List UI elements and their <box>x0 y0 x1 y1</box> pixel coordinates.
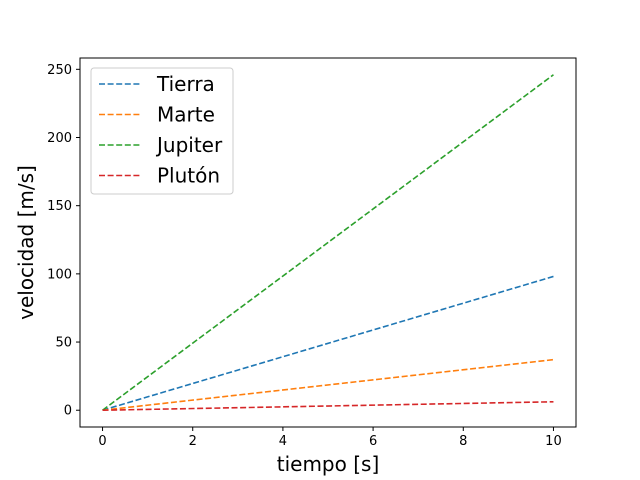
legend-label-0: Tierra <box>156 72 215 96</box>
series-line-3 <box>102 400 554 412</box>
legend-box <box>90 67 234 195</box>
y-tick-label: 250 <box>47 63 72 78</box>
legend-label-2: Jupiter <box>155 133 223 157</box>
x-tick-label: 4 <box>279 434 287 449</box>
series-line-1 <box>102 358 554 412</box>
y-tick-label: 150 <box>47 199 72 214</box>
x-tick-label: 0 <box>98 434 106 449</box>
series-lines <box>102 74 554 412</box>
plot-frame <box>79 57 577 428</box>
x-axis-title: tiempo [s] <box>277 452 380 476</box>
x-tick-label: 2 <box>189 434 197 449</box>
legend-label-3: Plutón <box>157 164 220 188</box>
legend-label-1: Marte <box>157 103 215 127</box>
x-tick-label: 10 <box>545 434 562 449</box>
y-tick-label: 50 <box>55 336 72 351</box>
y-axis: 0 50 100 150 200 250 <box>47 63 80 419</box>
series-line-2 <box>102 74 554 411</box>
y-axis-title: velocidad [m/s] <box>14 165 38 320</box>
x-axis: 0 2 4 6 8 10 <box>98 427 562 449</box>
x-tick-label: 6 <box>369 434 377 449</box>
legend: Tierra Marte Jupiter Plutón <box>90 67 234 195</box>
y-tick-label: 0 <box>64 404 72 419</box>
series-line-0 <box>102 275 554 411</box>
y-tick-label: 100 <box>47 267 72 282</box>
y-tick-label: 200 <box>47 131 72 146</box>
x-tick-label: 8 <box>459 434 467 449</box>
